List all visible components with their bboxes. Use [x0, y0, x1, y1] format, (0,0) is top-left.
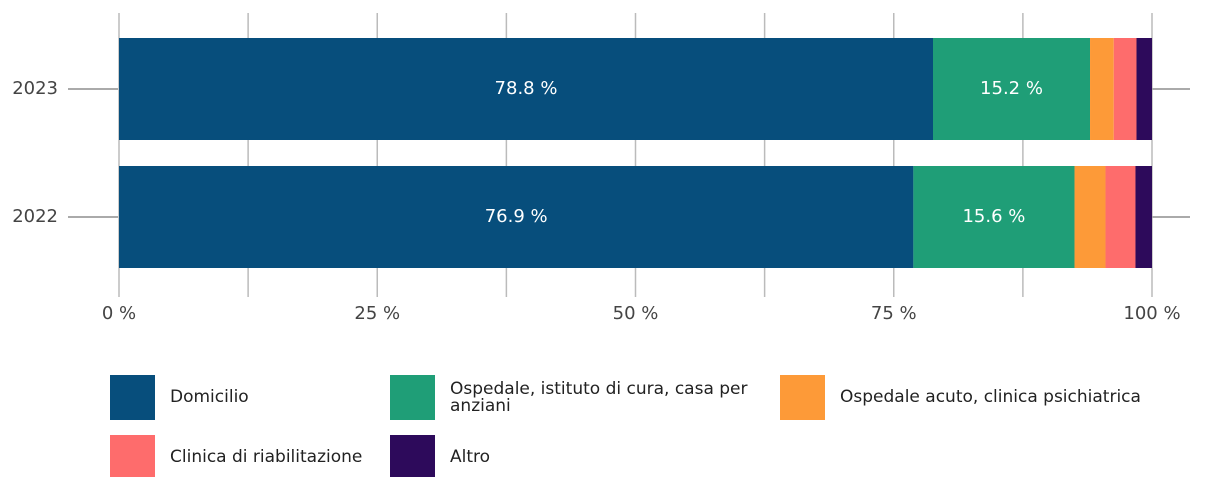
bar-segment: [913, 166, 1075, 268]
y-tick-label: 2023: [12, 78, 58, 99]
bar-segment: [1135, 166, 1152, 268]
x-tick-label: 50 %: [613, 303, 659, 324]
data-label: 15.6 %: [962, 206, 1025, 227]
legend-swatch: [390, 375, 435, 420]
legend-item: Ospedale acuto, clinica psichiatrica: [780, 375, 1141, 420]
x-tick-label: 100 %: [1123, 303, 1180, 324]
data-label: 78.8 %: [495, 78, 558, 99]
x-tick-label: 75 %: [871, 303, 917, 324]
legend-item: Altro: [390, 435, 490, 477]
chart: 0 % 25 % 50 % 75 % 100 % 2023 78.8 % 15.2 % 2022…: [12, 13, 1190, 324]
legend-item: Clinica di riabilitazione: [110, 435, 362, 477]
data-label: 76.9 %: [485, 206, 548, 227]
bar-segment: [933, 38, 1091, 140]
bar-segment: [119, 166, 914, 268]
y-tick-label: 2022: [12, 206, 58, 227]
legend-swatch: [110, 435, 155, 477]
x-tick-label: 25 %: [354, 303, 400, 324]
bar-segment: [119, 38, 934, 140]
legend-swatch: [390, 435, 435, 477]
x-tick-label: 0 %: [102, 303, 136, 324]
bar-segment: [1090, 38, 1114, 140]
bar-segment: [1074, 166, 1106, 268]
legend-label: Ospedale, istituto di cura, casa per anz…: [450, 378, 748, 416]
legend-item: Ospedale, istituto di cura, casa per anz…: [390, 375, 780, 420]
legend-swatch: [110, 375, 155, 420]
legend-item: Domicilio: [110, 375, 249, 420]
bar-segment: [1136, 38, 1152, 140]
legend-label: Domicilio: [170, 387, 249, 407]
bar-segment: [1105, 166, 1136, 268]
legend-label: Ospedale acuto, clinica psichiatrica: [840, 387, 1141, 407]
bar-segment: [1113, 38, 1137, 140]
legend-label: Altro: [450, 447, 491, 467]
legend-label: Clinica di riabilitazione: [170, 447, 363, 467]
data-label: 15.2 %: [980, 78, 1043, 99]
legend-swatch: [780, 375, 825, 420]
